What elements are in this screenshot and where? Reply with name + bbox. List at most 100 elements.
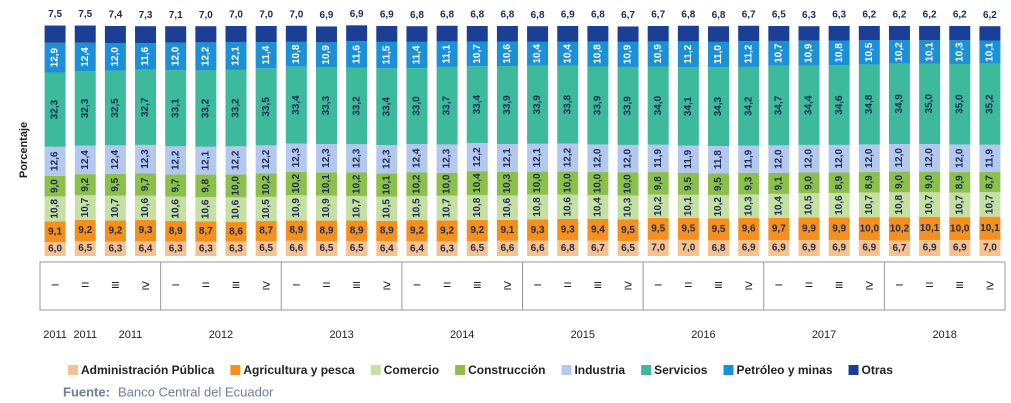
value-label: 12,0 xyxy=(834,149,845,169)
bar-segment xyxy=(647,239,669,256)
value-label: 33,8 xyxy=(562,94,573,114)
bar-segment xyxy=(768,40,790,66)
year-label: 2012 xyxy=(209,329,233,341)
bar-segment xyxy=(466,219,488,242)
legend-label: Administración Pública xyxy=(81,363,215,377)
value-label: 10,6 xyxy=(170,199,181,219)
bar-segment xyxy=(315,67,337,144)
bar-segment xyxy=(315,42,337,68)
bar-segment xyxy=(376,241,398,256)
value-label: 10,7 xyxy=(954,195,965,215)
value-label: 6,7 xyxy=(893,243,907,254)
value-label: 6,7 xyxy=(651,10,665,21)
legend-swatch xyxy=(370,365,381,375)
bar-segment xyxy=(738,240,760,256)
value-label: 33,9 xyxy=(623,96,634,116)
legend-swatch xyxy=(561,365,572,375)
bar-segment xyxy=(617,241,639,256)
value-label: 12,2 xyxy=(562,147,573,167)
value-label: 33,7 xyxy=(442,96,453,116)
x-tick-label: ≡ xyxy=(835,277,843,293)
value-label: 10,9 xyxy=(623,44,634,64)
value-label: 6,8 xyxy=(410,10,424,21)
bar-segment xyxy=(74,241,96,256)
value-label: 6,5 xyxy=(772,10,786,21)
value-label: 11,8 xyxy=(713,150,724,169)
bar-segment xyxy=(135,43,157,70)
bar-segment xyxy=(858,40,880,65)
value-label: 33,9 xyxy=(532,95,543,115)
bar-segment xyxy=(828,40,850,66)
value-label: 10,1 xyxy=(980,223,1000,234)
value-label: 9,8 xyxy=(201,178,212,192)
value-label: 10,0 xyxy=(623,174,634,194)
legend-label: Agricultura y pesca xyxy=(243,363,355,377)
value-label: 6,9 xyxy=(923,243,937,254)
value-label: 12,3 xyxy=(351,148,362,168)
value-label: 9,7 xyxy=(772,224,786,235)
bar-segment xyxy=(858,217,880,241)
value-label: 10,4 xyxy=(472,173,483,193)
bar-segment xyxy=(135,26,157,44)
bar-segment xyxy=(587,195,609,219)
x-tick-label: ≡ xyxy=(473,277,481,293)
value-label: 9,1 xyxy=(500,225,514,236)
bar-segment xyxy=(255,173,277,197)
value-label: 10,8 xyxy=(834,43,845,63)
bar-segment xyxy=(135,144,157,174)
x-tick-label: − xyxy=(172,277,180,293)
bar-segment xyxy=(738,145,760,173)
value-label: 10,7 xyxy=(864,195,875,215)
value-label: 9,2 xyxy=(440,226,454,237)
value-label: 9,2 xyxy=(470,225,484,236)
value-label: 9,3 xyxy=(743,176,754,190)
value-label: 7,3 xyxy=(139,10,153,21)
bar-segment xyxy=(979,26,1001,41)
bar-segment xyxy=(195,241,217,256)
bar-segment xyxy=(74,42,96,72)
bar-segment xyxy=(346,67,368,145)
bar-segment xyxy=(527,171,549,195)
bar-segment xyxy=(44,146,66,176)
bar-segment xyxy=(165,146,187,175)
bar-segment xyxy=(376,196,398,221)
value-label: 10,4 xyxy=(773,196,784,216)
bar-segment xyxy=(798,172,820,194)
value-label: 12,4 xyxy=(412,148,423,168)
bar-segment xyxy=(285,41,307,67)
value-label: 10,7 xyxy=(80,197,91,217)
value-label: 8,7 xyxy=(259,226,273,237)
legend-label: Petróleo y minas xyxy=(736,363,832,377)
value-label: 6,3 xyxy=(108,243,122,254)
bar-segment xyxy=(858,240,880,256)
value-label: 10,6 xyxy=(502,198,513,218)
value-label: 12,0 xyxy=(623,149,634,169)
bar-segment xyxy=(768,172,790,194)
bar-segment xyxy=(949,26,971,41)
value-label: 10,6 xyxy=(140,198,151,218)
value-label: 8,7 xyxy=(985,175,996,189)
value-label: 6,9 xyxy=(320,10,334,21)
bar-segment xyxy=(255,241,277,256)
bar-segment xyxy=(165,196,187,222)
bar-segment xyxy=(195,70,217,147)
bar-segment xyxy=(587,26,609,42)
x-tick-label: = xyxy=(443,277,451,293)
value-label: 6,6 xyxy=(531,243,545,254)
x-tick-label: ≡ xyxy=(956,277,964,293)
value-label: 10,2 xyxy=(894,42,905,62)
bar-segment xyxy=(104,43,126,71)
bar-segment xyxy=(888,26,910,41)
value-label: 6,4 xyxy=(380,243,394,254)
value-label: 9,2 xyxy=(410,225,424,236)
value-label: 34,6 xyxy=(834,95,845,115)
bar-segment xyxy=(647,194,669,219)
value-label: 7,0 xyxy=(289,9,303,20)
bar-segment xyxy=(888,240,910,256)
bar-segment xyxy=(647,218,669,240)
bar-segment xyxy=(436,66,458,145)
x-tick-label: ≡ xyxy=(594,277,602,293)
value-label: 6,8 xyxy=(681,9,695,20)
value-label: 10,4 xyxy=(532,44,543,64)
value-label: 9,3 xyxy=(531,225,545,236)
